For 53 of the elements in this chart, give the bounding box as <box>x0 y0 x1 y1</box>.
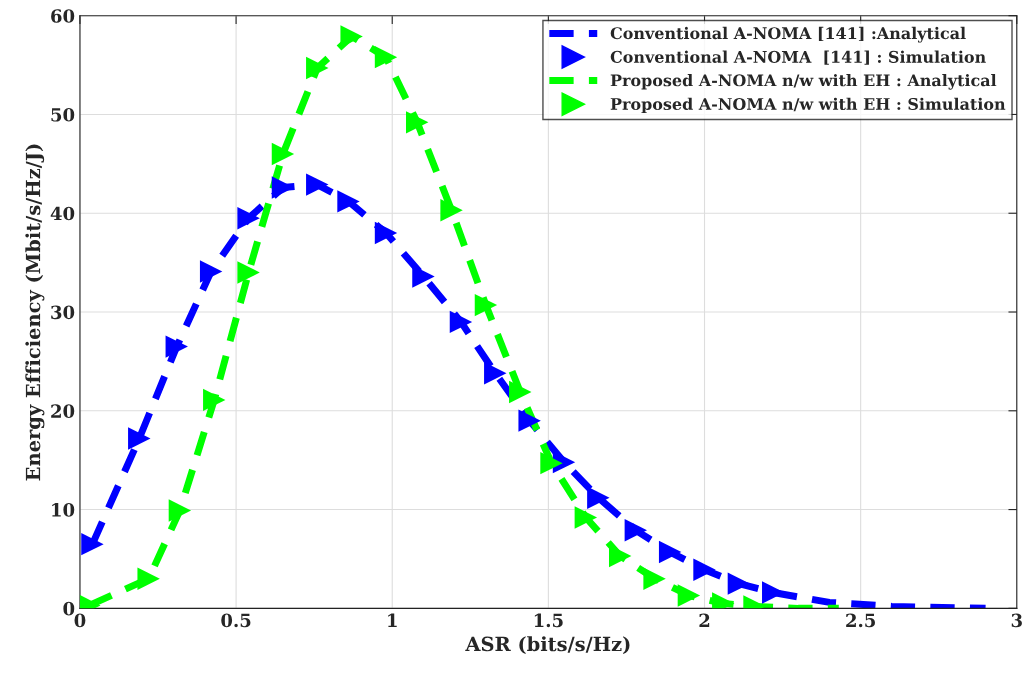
point <box>509 380 532 404</box>
point <box>271 142 295 166</box>
point <box>168 499 192 522</box>
y-tick-label: 10 <box>52 503 75 517</box>
point <box>643 567 666 590</box>
point <box>340 25 363 48</box>
point <box>203 388 226 412</box>
y-tick-label: 40 <box>50 206 75 221</box>
y-tick-label: 50 <box>51 107 75 122</box>
point <box>128 427 151 450</box>
point <box>165 335 188 358</box>
point <box>587 486 610 509</box>
point <box>237 261 260 284</box>
point <box>374 45 398 69</box>
point <box>81 532 104 556</box>
y-tick-label: 20 <box>51 404 75 418</box>
x-tick-label: 1.5 <box>534 613 563 628</box>
point <box>449 310 473 334</box>
x-tick-label: 2 <box>699 613 710 627</box>
point <box>412 265 435 288</box>
x-tick-label: 1 <box>388 613 397 627</box>
point <box>540 451 563 475</box>
point <box>306 173 329 196</box>
point <box>137 567 160 590</box>
point <box>727 572 751 595</box>
point <box>306 56 329 80</box>
point <box>484 362 507 385</box>
x-axis-title: ASR (bits/s/Hz) <box>465 636 630 655</box>
y-tick-label: 0 <box>63 601 75 616</box>
point <box>658 540 682 564</box>
y-tick-label: 30 <box>51 305 75 320</box>
legend-label: Proposed A-NOMA n/w with EH : Simulation <box>610 97 1006 114</box>
x-tick-label: 0 <box>74 613 86 628</box>
point <box>624 519 648 542</box>
point <box>440 199 463 222</box>
x-tick-label: 3 <box>1011 613 1022 628</box>
x-tick-label: 2.5 <box>846 613 875 628</box>
point <box>474 293 498 317</box>
point <box>677 584 701 607</box>
point <box>518 409 541 432</box>
point <box>374 221 398 245</box>
point <box>574 506 598 529</box>
point <box>199 260 223 283</box>
x-tick-label: 0.5 <box>221 613 251 628</box>
y-tick-label: 60 <box>51 9 75 23</box>
legend-label: Conventional A-NOMA [141] : Simulation <box>610 50 986 65</box>
point <box>237 206 260 230</box>
point <box>693 558 716 582</box>
y-axis-title: Energy Efficiency (Mbit/s/Hz/J) <box>25 144 45 481</box>
legend-label: Proposed A-NOMA n/w with EH : Analytical <box>610 73 997 90</box>
point <box>406 111 429 134</box>
legend-label: Conventional A-NOMA [141] :Analytical <box>610 26 966 43</box>
point <box>337 190 360 213</box>
